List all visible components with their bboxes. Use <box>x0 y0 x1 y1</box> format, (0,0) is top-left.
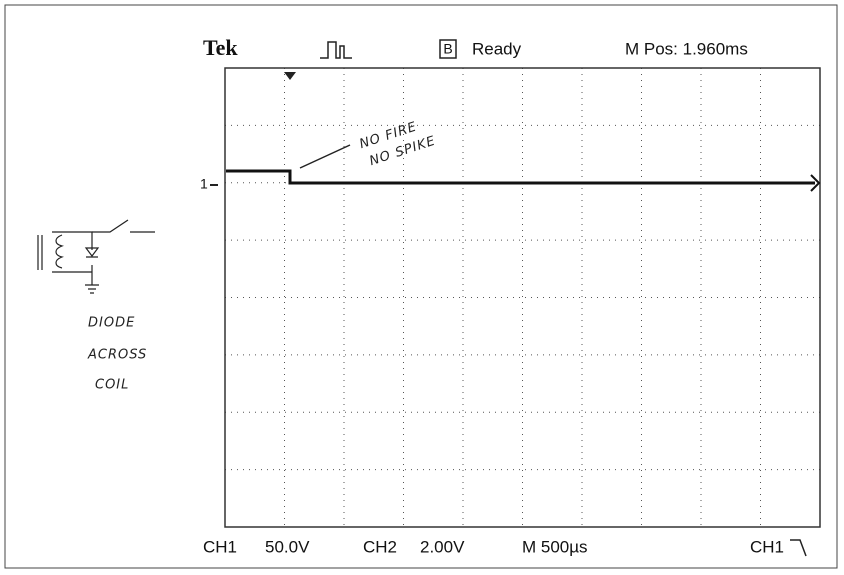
graticule <box>225 68 820 527</box>
ch1-label: CH1 <box>203 537 237 556</box>
position: M Pos: 1.960ms <box>625 39 748 58</box>
annotation-arrow <box>300 145 350 168</box>
channel-marker: 1 <box>200 176 208 192</box>
circuit-sketch <box>38 220 155 293</box>
channel-box-label: B <box>443 41 452 57</box>
side-note: COIL <box>95 378 129 393</box>
trace <box>226 171 815 183</box>
side-note: ACROSS <box>87 348 147 363</box>
status: Ready <box>472 39 522 58</box>
trigger-slope <box>790 540 806 556</box>
side-note: DIODE <box>88 316 135 331</box>
trigger-arrow <box>284 72 296 80</box>
ch2-scale: 2.00V <box>420 537 465 556</box>
acq-icon <box>320 42 352 58</box>
ch2-label: CH2 <box>363 537 397 556</box>
frame <box>5 5 837 568</box>
scope-printout: Tek B Ready M Pos: 1.960ms 1 NO FIRE NO … <box>0 0 844 575</box>
timebase: M 500µs <box>522 537 588 556</box>
ch1-scale: 50.0V <box>265 537 310 556</box>
brand: Tek <box>203 35 238 60</box>
trigger-source: CH1 <box>750 537 784 556</box>
